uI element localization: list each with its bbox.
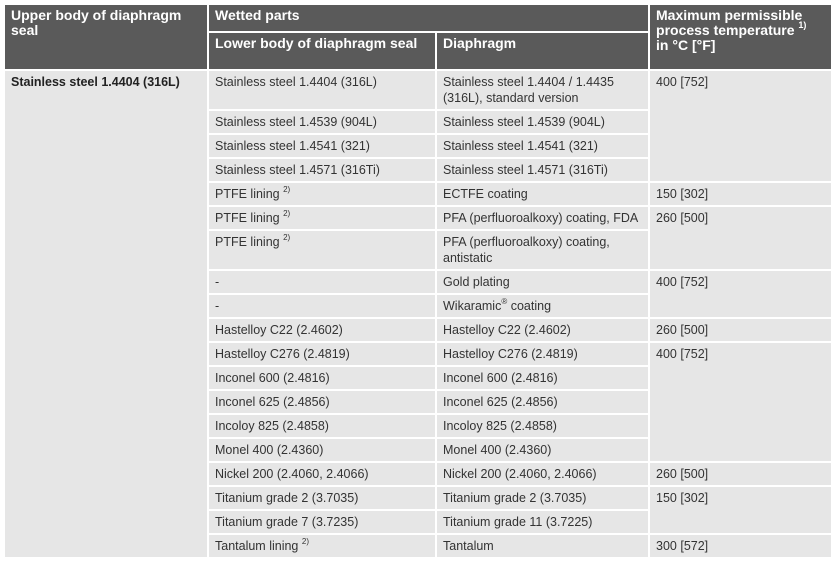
temp-cell: 150 [302]	[650, 487, 831, 533]
materials-table: Upper body of diaphragm seal Wetted part…	[3, 3, 831, 559]
lower-body-cell: PTFE lining 2)	[209, 231, 435, 269]
table-row: Hastelloy C276 (2.4819) Hastelloy C276 (…	[5, 343, 831, 461]
footnote-mark: 2)	[283, 232, 291, 242]
footnote-mark: 2)	[301, 536, 309, 546]
table-row: PTFE lining 2) PFA (perfluoroalkoxy) coa…	[5, 231, 831, 269]
header-diaphragm: Diaphragm	[437, 33, 649, 69]
lower-body-cell: -	[209, 295, 435, 317]
diaphragm-cell: ECTFE coating	[437, 183, 649, 205]
lower-body-cell: Hastelloy C22 (2.4602)	[209, 319, 435, 341]
diaphragm-cell: Hastelloy C276 (2.4819)	[437, 343, 649, 365]
temp-cell: 300 [572]	[650, 535, 831, 557]
lower-body-cell: Inconel 600 (2.4816)	[209, 367, 435, 389]
diaphragm-cell: Inconel 625 (2.4856)	[437, 391, 649, 413]
header-max-temp: Maximum permissible process temperature …	[650, 5, 831, 69]
lower-body-text: PTFE lining	[215, 187, 280, 201]
table-row: Stainless steel 1.4404 (316L) Stainless …	[5, 71, 831, 557]
lower-body-cell: Stainless steel 1.4404 (316L)	[209, 71, 435, 109]
diaphragm-cell: Stainless steel 1.4539 (904L)	[437, 111, 649, 133]
diaphragm-cell: Titanium grade 11 (3.7225)	[437, 511, 649, 533]
diaphragm-cell: Stainless steel 1.4404 / 1.4435 (316L), …	[437, 71, 649, 109]
diaphragm-cell: Hastelloy C22 (2.4602)	[437, 319, 649, 341]
lower-body-cell: Stainless steel 1.4539 (904L)	[209, 111, 435, 133]
lower-body-cell: Titanium grade 2 (3.7035)	[209, 487, 435, 509]
lower-body-cell: Tantalum lining 2)	[209, 535, 435, 557]
diaphragm-cell: Incoloy 825 (2.4858)	[437, 415, 649, 437]
table-row: Inconel 625 (2.4856) Inconel 625 (2.4856…	[5, 391, 831, 413]
table-row: Tantalum lining 2) Tantalum 300 [572]	[5, 535, 831, 557]
header-wetted-parts: Wetted parts	[209, 5, 649, 31]
lower-body-cell: Nickel 200 (2.4060, 2.4066)	[209, 463, 435, 485]
table-row: Nickel 200 (2.4060, 2.4066) Nickel 200 (…	[5, 463, 831, 485]
diaphragm-cell: Gold plating	[437, 271, 649, 293]
table-row: Incoloy 825 (2.4858) Incoloy 825 (2.4858…	[5, 415, 831, 437]
lower-body-cell: Incoloy 825 (2.4858)	[209, 415, 435, 437]
lower-body-cell: PTFE lining 2)	[209, 207, 435, 229]
lower-body-cell: Hastelloy C276 (2.4819)	[209, 343, 435, 365]
table-row: Titanium grade 7 (3.7235) Titanium grade…	[5, 511, 831, 533]
diaphragm-cell: PFA (perfluoroalkoxy) coating, antistati…	[437, 231, 649, 269]
lower-body-cell: Stainless steel 1.4571 (316Ti)	[209, 159, 435, 181]
diaphragm-cell: Stainless steel 1.4541 (321)	[437, 135, 649, 157]
header-max-temp-label: Maximum permissible process temperature	[656, 7, 803, 38]
table-row: Stainless steel 1.4571 (316Ti) Stainless…	[5, 159, 831, 181]
lower-body-cell: Stainless steel 1.4541 (321)	[209, 135, 435, 157]
header-lower-body: Lower body of diaphragm seal	[209, 33, 435, 69]
header-max-temp-note: 1)	[798, 20, 807, 31]
table-row: Stainless steel 1.4541 (321) Stainless s…	[5, 135, 831, 157]
lower-body-text: PTFE lining	[215, 211, 280, 225]
table-row: PTFE lining 2) PFA (perfluoroalkoxy) coa…	[5, 207, 831, 269]
temp-cell: 400 [752]	[650, 343, 831, 461]
temp-cell: 400 [752]	[650, 71, 831, 181]
diaphragm-cell: PFA (perfluoroalkoxy) coating, FDA	[437, 207, 649, 229]
footnote-mark: 2)	[283, 184, 291, 194]
table-row: Stainless steel 1.4539 (904L) Stainless …	[5, 111, 831, 133]
lower-body-cell: Monel 400 (2.4360)	[209, 439, 435, 461]
diaphragm-cell: Titanium grade 2 (3.7035)	[437, 487, 649, 509]
diaphragm-cell: Nickel 200 (2.4060, 2.4066)	[437, 463, 649, 485]
diaphragm-cell: Monel 400 (2.4360)	[437, 439, 649, 461]
lower-body-cell: PTFE lining 2)	[209, 183, 435, 205]
diaphragm-suffix: coating	[507, 299, 552, 313]
diaphragm-cell: Tantalum	[437, 535, 649, 557]
table-row: PTFE lining 2) ECTFE coating 150 [302]	[5, 183, 831, 205]
diaphragm-text: Wikaramic	[443, 299, 502, 313]
diaphragm-cell: Wikaramic® coating	[437, 295, 649, 317]
lower-body-cell: Titanium grade 7 (3.7235)	[209, 511, 435, 533]
table-row: Inconel 600 (2.4816) Inconel 600 (2.4816…	[5, 367, 831, 389]
temp-cell: 260 [500]	[650, 319, 831, 341]
table-row: Titanium grade 2 (3.7035) Titanium grade…	[5, 487, 831, 533]
registered-mark: ®	[501, 296, 508, 306]
temp-cell: 400 [752]	[650, 271, 831, 317]
header-upper-body: Upper body of diaphragm seal	[5, 5, 207, 69]
temp-cell: 150 [302]	[650, 183, 831, 205]
lower-body-text: Tantalum lining	[215, 539, 299, 553]
lower-body-cell: Inconel 625 (2.4856)	[209, 391, 435, 413]
header-max-temp-unit: in °C [°F]	[656, 37, 716, 53]
temp-cell: 260 [500]	[650, 207, 831, 269]
temp-cell: 260 [500]	[650, 463, 831, 485]
upper-body-material: Stainless steel 1.4404 (316L)	[5, 71, 207, 557]
lower-body-cell: -	[209, 271, 435, 293]
diaphragm-cell: Stainless steel 1.4571 (316Ti)	[437, 159, 649, 181]
diaphragm-cell: Inconel 600 (2.4816)	[437, 367, 649, 389]
table-row: Hastelloy C22 (2.4602) Hastelloy C22 (2.…	[5, 319, 831, 341]
table-row: Monel 400 (2.4360) Monel 400 (2.4360)	[5, 439, 831, 461]
table-row: - Wikaramic® coating	[5, 295, 831, 317]
footnote-mark: 2)	[283, 208, 291, 218]
table-row: - Gold plating 400 [752]	[5, 271, 831, 317]
lower-body-text: PTFE lining	[215, 235, 280, 249]
